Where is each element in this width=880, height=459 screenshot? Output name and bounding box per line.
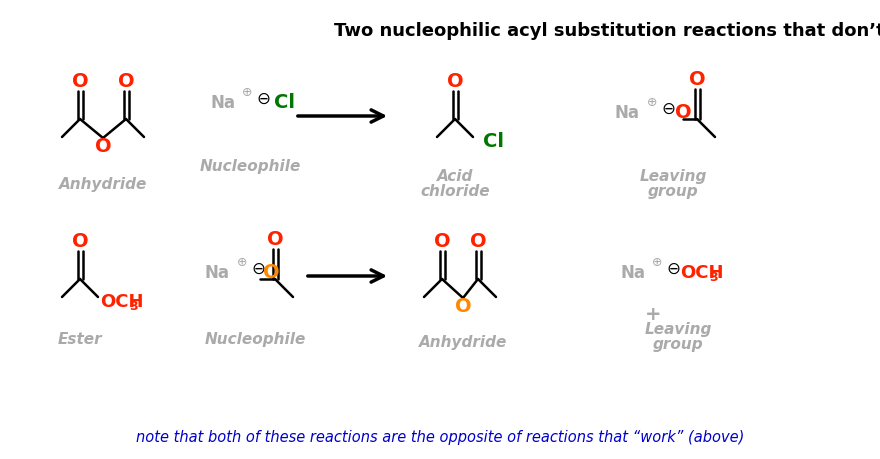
Text: Anhydride: Anhydride [59,177,147,192]
Text: OCH: OCH [100,292,143,310]
Text: Acid: Acid [436,169,473,184]
Text: group: group [653,337,703,352]
Text: OCH: OCH [680,263,723,281]
Text: Cl: Cl [483,132,504,151]
Text: Na: Na [205,263,230,281]
Text: 3: 3 [709,271,717,284]
Text: Na: Na [210,94,235,112]
Text: O: O [95,137,111,156]
Text: ⊖: ⊖ [251,259,265,277]
Text: O: O [118,73,135,91]
Text: O: O [470,232,487,251]
Text: ⊕: ⊕ [652,256,663,269]
Text: O: O [434,232,451,251]
Text: 3: 3 [129,300,137,313]
Text: Leaving: Leaving [639,169,707,184]
Text: Nucleophile: Nucleophile [204,332,305,347]
Text: note that both of these reactions are the opposite of reactions that “work” (abo: note that both of these reactions are th… [136,430,744,444]
Text: Cl: Cl [274,93,295,112]
Text: ⊕: ⊕ [242,86,253,99]
Text: Na: Na [620,263,645,281]
Text: O: O [689,70,705,90]
Text: Na: Na [615,104,640,122]
Text: chloride: chloride [420,184,490,199]
Text: O: O [263,263,280,282]
Text: ⊖: ⊖ [661,100,675,118]
Text: O: O [71,73,88,91]
Text: O: O [267,230,283,249]
Text: O: O [447,73,463,91]
Text: Two nucleophilic acyl substitution reactions that don’t work: Two nucleophilic acyl substitution react… [334,22,880,40]
Text: O: O [455,297,472,316]
Text: ⊕: ⊕ [237,256,247,269]
Text: O: O [71,232,88,251]
Text: Leaving: Leaving [644,322,712,337]
Text: ⊖: ⊖ [666,259,680,277]
Text: ⊖: ⊖ [256,90,270,108]
Text: Anhydride: Anhydride [419,335,507,350]
Text: Nucleophile: Nucleophile [199,159,301,174]
Text: +: + [645,305,662,324]
Text: O: O [675,103,692,122]
Text: group: group [648,184,699,199]
Text: ⊕: ⊕ [647,96,657,109]
Text: Ester: Ester [58,332,102,347]
